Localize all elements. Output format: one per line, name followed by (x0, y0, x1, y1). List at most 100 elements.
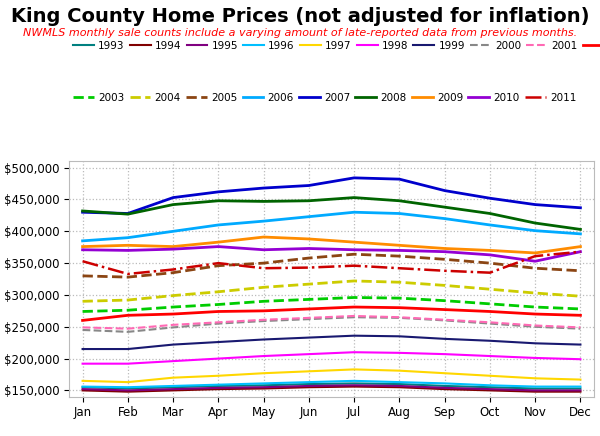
2002 (124, 313, 131, 318)
2003 (441, 298, 448, 303)
2011 (577, 249, 584, 254)
2000 (350, 315, 358, 320)
2003 (305, 297, 313, 302)
1999 (577, 342, 584, 347)
1995 (124, 388, 131, 393)
2005 (79, 273, 86, 279)
2004 (487, 286, 494, 292)
2010 (305, 246, 313, 251)
2002 (532, 311, 539, 317)
2008 (532, 221, 539, 226)
2000 (305, 317, 313, 322)
2001 (169, 322, 176, 327)
1995 (487, 386, 494, 392)
1998 (577, 357, 584, 362)
2008 (260, 199, 267, 204)
1999 (169, 342, 176, 347)
2011 (396, 266, 403, 271)
2009 (441, 246, 448, 251)
2008 (396, 198, 403, 203)
1994 (215, 386, 222, 392)
2001 (260, 317, 267, 322)
2007 (79, 210, 86, 215)
2008 (441, 204, 448, 210)
2002 (350, 304, 358, 310)
2004 (577, 293, 584, 299)
1998 (260, 354, 267, 359)
1996 (124, 385, 131, 390)
1993 (396, 382, 403, 387)
2009 (79, 244, 86, 249)
1995 (305, 383, 313, 388)
2004 (79, 299, 86, 304)
2007 (124, 211, 131, 216)
Line: 2009: 2009 (83, 237, 580, 253)
1995 (79, 386, 86, 392)
2003 (487, 301, 494, 307)
Line: 1998: 1998 (83, 352, 580, 364)
2001 (305, 315, 313, 320)
1994 (396, 385, 403, 390)
1993 (305, 382, 313, 387)
2008 (305, 198, 313, 203)
1998 (350, 350, 358, 355)
2002 (215, 309, 222, 314)
1994 (487, 388, 494, 393)
1996 (532, 384, 539, 389)
2011 (79, 259, 86, 264)
2010 (169, 246, 176, 252)
2010 (532, 259, 539, 264)
Line: 2002: 2002 (83, 307, 580, 320)
2010 (350, 247, 358, 252)
2001 (215, 320, 222, 325)
2011 (350, 263, 358, 268)
1998 (79, 361, 86, 366)
2001 (124, 326, 131, 331)
2001 (396, 315, 403, 320)
1996 (577, 384, 584, 389)
2005 (577, 268, 584, 273)
1994 (124, 389, 131, 394)
2002 (260, 308, 267, 313)
1996 (487, 383, 494, 388)
Line: 2001: 2001 (83, 316, 580, 329)
2005 (441, 257, 448, 262)
Line: 2000: 2000 (83, 317, 580, 332)
2007 (577, 205, 584, 211)
2002 (441, 307, 448, 312)
Text: NWMLS monthly sale counts include a varying amount of late-reported data from pr: NWMLS monthly sale counts include a vary… (23, 28, 577, 38)
2001 (532, 323, 539, 328)
2010 (124, 248, 131, 253)
2005 (124, 275, 131, 280)
2006 (124, 235, 131, 240)
2007 (260, 185, 267, 191)
2006 (305, 214, 313, 219)
1993 (487, 385, 494, 390)
Line: 1993: 1993 (83, 383, 580, 388)
2007 (350, 175, 358, 181)
2002 (396, 305, 403, 310)
2007 (169, 195, 176, 200)
2009 (260, 235, 267, 240)
2002 (577, 313, 584, 318)
2002 (79, 318, 86, 323)
Line: 2008: 2008 (83, 198, 580, 229)
1996 (305, 379, 313, 385)
1995 (350, 383, 358, 388)
2004 (260, 285, 267, 290)
1998 (169, 358, 176, 364)
2008 (215, 198, 222, 203)
1999 (487, 338, 494, 344)
2011 (441, 268, 448, 273)
Text: King County Home Prices (not adjusted for inflation): King County Home Prices (not adjusted fo… (11, 7, 589, 26)
1996 (79, 384, 86, 389)
2011 (305, 265, 313, 270)
2006 (441, 216, 448, 221)
2006 (487, 222, 494, 228)
1999 (305, 335, 313, 340)
2000 (260, 318, 267, 324)
1997 (441, 371, 448, 376)
1999 (441, 336, 448, 341)
1993 (124, 386, 131, 391)
1997 (305, 369, 313, 374)
